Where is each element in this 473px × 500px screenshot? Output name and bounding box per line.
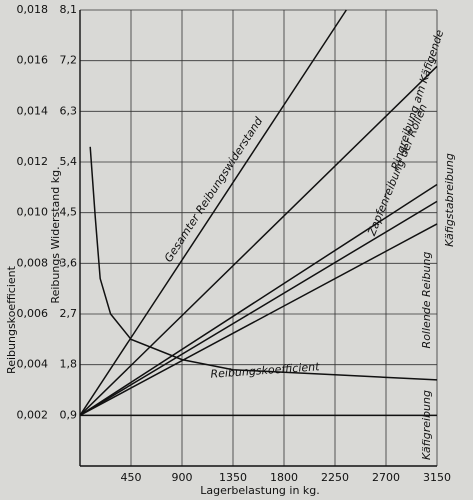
series-line bbox=[79, 183, 438, 416]
y2-tick-label: 2,7 bbox=[60, 307, 78, 320]
series-line bbox=[79, 65, 438, 416]
y2-tick-label: 3,6 bbox=[60, 256, 78, 269]
x-tick-label: 450 bbox=[121, 471, 142, 484]
y-tick-label: 0,004 bbox=[17, 358, 49, 371]
y-tick-label: 0,010 bbox=[17, 206, 49, 219]
x-tick-label: 1350 bbox=[219, 471, 247, 484]
y-axis-label: Reibungskoefficient bbox=[5, 265, 18, 374]
x-tick-label: 2700 bbox=[372, 471, 400, 484]
y-tick-label: 0,008 bbox=[17, 256, 49, 269]
x-tick-label: 3150 bbox=[423, 471, 451, 484]
series-line bbox=[79, 200, 438, 416]
y-tick-label: 0,014 bbox=[17, 104, 49, 117]
x-tick-label: 1800 bbox=[270, 471, 298, 484]
y2-tick-label: 4,5 bbox=[60, 206, 78, 219]
y-tick-label: 0,002 bbox=[17, 408, 49, 421]
y-tick-label: 0,018 bbox=[17, 3, 49, 16]
y2-tick-label: 5,4 bbox=[60, 155, 78, 168]
y2-tick-label: 7,2 bbox=[60, 54, 78, 67]
series-label: Reibungskoefficient bbox=[210, 360, 320, 381]
y-tick-label: 0,006 bbox=[17, 307, 49, 320]
y-tick-label: 0,012 bbox=[17, 155, 49, 168]
y-tick-label: 0,016 bbox=[17, 54, 49, 67]
series-line bbox=[89, 146, 438, 381]
x-tick-label: 2250 bbox=[321, 471, 349, 484]
series-line bbox=[79, 9, 347, 416]
series-label: Rollende Reibung bbox=[420, 252, 433, 349]
series-label: Käfigstabreibung bbox=[443, 153, 456, 247]
x-tick-label: 900 bbox=[172, 471, 193, 484]
y2-tick-label: 8,1 bbox=[60, 3, 78, 16]
series-label: Gesamter Reibungswiderstand bbox=[162, 114, 266, 264]
y2-tick-label: 0,9 bbox=[60, 408, 78, 421]
series-label: Käfigreibung bbox=[420, 390, 433, 460]
y2-tick-label: 1,8 bbox=[60, 358, 78, 371]
y2-tick-label: 6,3 bbox=[60, 104, 78, 117]
x-axis-label: Lagerbelastung in kg. bbox=[200, 484, 320, 497]
series-label: Ringreibung am Käfigende bbox=[389, 28, 447, 172]
series-label: Zapfenreibung der Rollen bbox=[365, 102, 430, 238]
series-line bbox=[79, 223, 438, 416]
y2-axis-label: Reibungs Widerstand kg. bbox=[49, 166, 62, 303]
